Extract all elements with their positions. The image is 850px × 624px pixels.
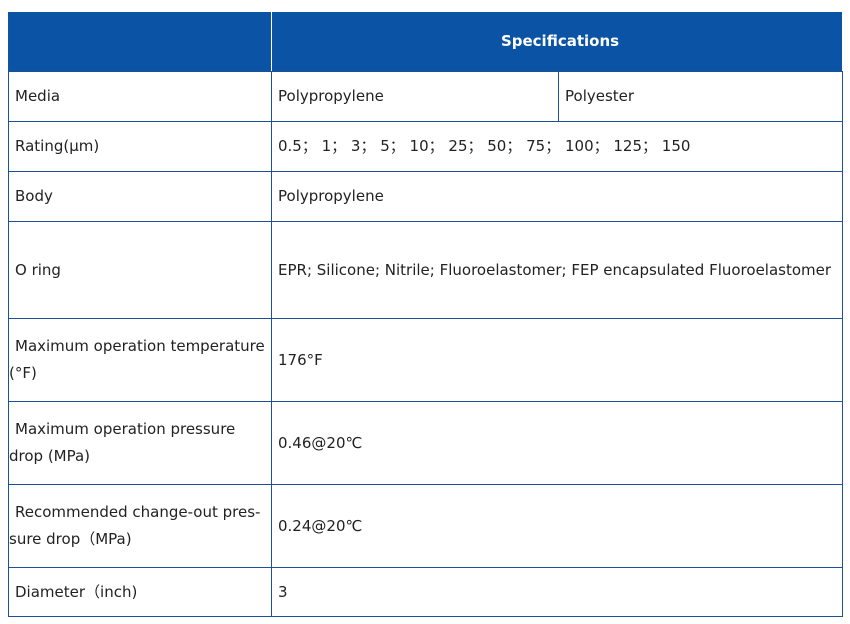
row-value: 3 — [270, 567, 844, 617]
row-label: Maximum operation pressure drop (MPa) — [8, 401, 272, 485]
row-label: Recommended change-out pres- sure drop（M… — [8, 484, 272, 568]
table-row-change-out-pressure-drop: Recommended change-out pres- sure drop（M… — [8, 484, 844, 568]
table-header-row: Specifications — [8, 11, 844, 72]
table-row-max-temperature: Maximum operation temperature (°F) 176°F — [8, 318, 844, 402]
row-value: Polypropylene — [271, 71, 559, 122]
table-row-media: Media Polypropylene Polyester — [8, 71, 844, 122]
row-value: 0.24@20℃ — [270, 484, 844, 568]
table-row-o-ring: O ring EPR; Silicone; Nitrile; Fluoroela… — [8, 221, 844, 319]
row-value: 0.5； 1； 3； 5； 10； 25； 50； 75； 100； 125； … — [270, 121, 844, 172]
row-label: Diameter（inch) — [8, 567, 272, 617]
specifications-header: Specifications — [270, 11, 844, 72]
row-value-secondary: Polyester — [557, 71, 844, 122]
row-value: 0.46@20℃ — [270, 401, 844, 485]
table-row-diameter: Diameter（inch) 3 — [8, 567, 844, 617]
table-row-rating: Rating(μm) 0.5； 1； 3； 5； 10； 25； 50； 75；… — [8, 121, 844, 172]
row-value: Polypropylene — [270, 171, 844, 222]
row-label: O ring — [8, 221, 272, 319]
row-value: 176°F — [270, 318, 844, 402]
row-label: Media — [8, 71, 272, 122]
specifications-table: Specifications Media Polypropylene Polye… — [8, 11, 844, 617]
row-label-line: Maximum operation temperature — [15, 337, 265, 355]
row-label-line: Maximum operation pressure — [15, 420, 236, 438]
row-label: Maximum operation temperature (°F) — [8, 318, 272, 402]
table-row-body: Body Polypropylene — [8, 171, 844, 222]
row-label: Rating(μm) — [8, 121, 272, 172]
row-label: Body — [8, 171, 272, 222]
row-label-line: drop (MPa) — [9, 447, 91, 465]
table-row-max-pressure-drop: Maximum operation pressure drop (MPa) 0.… — [8, 401, 844, 485]
row-label-line: Recommended change-out pres- — [15, 503, 261, 521]
row-value: EPR; Silicone; Nitrile; Fluoroelastomer;… — [270, 221, 844, 319]
row-label-line: (°F) — [9, 364, 37, 382]
header-empty-cell — [8, 11, 272, 72]
row-label-line: sure drop（MPa) — [9, 530, 132, 548]
